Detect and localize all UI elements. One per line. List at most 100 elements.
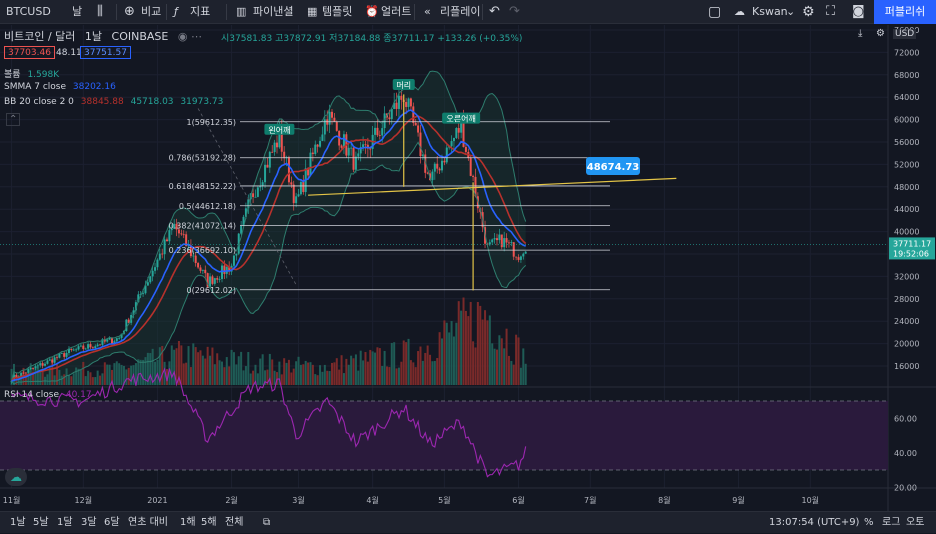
compare-button[interactable]: 비교 bbox=[141, 5, 162, 18]
volume-bar bbox=[39, 371, 42, 385]
volume-bar bbox=[268, 353, 271, 385]
range-all[interactable]: 전체 bbox=[225, 517, 244, 528]
replay-button[interactable]: 리플레이 bbox=[440, 5, 481, 18]
volume-bar bbox=[204, 358, 207, 385]
alert-button[interactable]: 얼러트 bbox=[381, 5, 412, 18]
volume-bar bbox=[419, 346, 422, 385]
volume-bar bbox=[354, 354, 357, 385]
volume-bar bbox=[290, 372, 293, 385]
volume-bar bbox=[319, 365, 322, 385]
volume-bar bbox=[259, 358, 262, 385]
volume-bar bbox=[345, 358, 348, 385]
candle-body bbox=[39, 363, 42, 366]
candle-body bbox=[254, 196, 257, 198]
redo-icon[interactable]: ↷ bbox=[509, 4, 520, 19]
symbol-search[interactable]: BTCUSD bbox=[6, 5, 51, 18]
buy-button[interactable]: 37751.57 bbox=[80, 46, 131, 59]
eye-icon[interactable]: ◉ bbox=[177, 30, 188, 43]
auto-toggle[interactable]: 오토 bbox=[906, 517, 925, 528]
volume-bar bbox=[500, 338, 503, 385]
volume-bar bbox=[496, 349, 498, 385]
sell-button[interactable]: 37703.46 bbox=[4, 46, 55, 59]
candle-body bbox=[223, 265, 226, 274]
bb-legend[interactable]: BB 20 close 2 0 38845.88 45718.03 31973.… bbox=[4, 97, 224, 107]
range-3m[interactable]: 3달 bbox=[81, 517, 97, 528]
range-ytd[interactable]: 연초 대비 bbox=[128, 517, 168, 528]
percent-toggle[interactable]: % bbox=[864, 517, 874, 528]
goto-date-icon[interactable]: ⧉ bbox=[263, 517, 271, 528]
volume-bar bbox=[221, 361, 223, 385]
head-label: 머리 bbox=[396, 81, 411, 90]
range-6m[interactable]: 6달 bbox=[104, 517, 120, 528]
financials-button[interactable]: 파이낸셜 bbox=[253, 5, 294, 18]
chart-title[interactable]: 비트코인 / 달러 1날 COINBASE ◉ ⋯ bbox=[4, 28, 202, 44]
candle-body bbox=[259, 185, 262, 188]
range-1d[interactable]: 1날 bbox=[10, 517, 26, 528]
bollinger-basis-line bbox=[10, 115, 527, 382]
candle-body bbox=[24, 372, 27, 374]
volume-bar bbox=[484, 310, 487, 385]
fullscreen-icon[interactable]: ⛶ bbox=[826, 4, 836, 19]
candle-body bbox=[417, 125, 420, 133]
settings-small-icon[interactable]: ⚙ bbox=[876, 28, 885, 39]
candle-body bbox=[189, 245, 192, 257]
financials-icon: ▥ bbox=[236, 5, 247, 18]
scroll-down-icon[interactable]: ⤓ bbox=[858, 28, 863, 39]
currency-label[interactable]: USD bbox=[893, 29, 917, 39]
interval-button[interactable]: 날 bbox=[72, 5, 83, 18]
range-1m[interactable]: 1달 bbox=[57, 517, 73, 528]
undo-icon[interactable]: ↶ bbox=[489, 4, 500, 19]
gear-icon[interactable]: ⚙ bbox=[802, 4, 815, 20]
candles-icon[interactable]: ⫼ bbox=[97, 4, 103, 19]
candle-body bbox=[452, 137, 455, 142]
volume-bar bbox=[335, 358, 338, 385]
compare-icon: ⊕ bbox=[124, 4, 135, 19]
volume-bar bbox=[402, 340, 405, 385]
range-1y[interactable]: 1해 bbox=[180, 517, 196, 528]
time-axis-label: 12월 bbox=[75, 495, 93, 505]
candle-body bbox=[197, 263, 200, 268]
volume-bar bbox=[503, 348, 506, 385]
volume-bar bbox=[405, 342, 408, 385]
volume-bar bbox=[51, 363, 54, 385]
chevron-down-icon[interactable]: ⌄ bbox=[786, 5, 796, 18]
rsi-legend[interactable]: RSI 14 close 40.17 bbox=[4, 390, 92, 400]
volume-bar bbox=[77, 368, 80, 385]
candle-body bbox=[395, 102, 398, 109]
smma-legend[interactable]: SMMA 7 close 38202.16 bbox=[4, 82, 116, 92]
candle-body bbox=[280, 127, 283, 152]
log-toggle[interactable]: 로그 bbox=[882, 517, 901, 528]
candle-body bbox=[232, 255, 235, 266]
candle-body bbox=[517, 257, 520, 260]
candle-body bbox=[134, 302, 137, 311]
tradingview-logo-icon[interactable]: ☁ bbox=[5, 468, 27, 486]
candle-body bbox=[321, 134, 324, 141]
camera-icon[interactable]: ◙ bbox=[852, 4, 865, 19]
volume-bar bbox=[309, 362, 312, 385]
user-name[interactable]: Kswan bbox=[752, 5, 788, 18]
volume-legend[interactable]: 볼륨 1.598K bbox=[4, 70, 60, 80]
volume-bar bbox=[209, 355, 212, 385]
clock[interactable]: 13:07:54 (UTC+9) bbox=[769, 517, 860, 528]
volume-bar bbox=[359, 350, 362, 385]
candle-body bbox=[84, 348, 87, 350]
time-axis-label: 4월 bbox=[366, 495, 378, 505]
volume-bar bbox=[474, 347, 477, 385]
indicators-button[interactable]: 지표 bbox=[190, 5, 211, 18]
price-tick-label: 44000 bbox=[894, 205, 919, 214]
templates-button[interactable]: 템플릿 bbox=[322, 5, 353, 18]
range-5d[interactable]: 5날 bbox=[33, 517, 49, 528]
candle-body bbox=[204, 269, 207, 274]
more-icon[interactable]: ⋯ bbox=[190, 30, 202, 43]
layout-icon[interactable]: ▢ bbox=[708, 4, 722, 20]
volume-bar bbox=[311, 364, 314, 385]
candle-body bbox=[464, 146, 467, 152]
volume-bar bbox=[266, 369, 269, 385]
volume-bar bbox=[111, 369, 113, 385]
volume-bar bbox=[254, 364, 257, 385]
range-5y[interactable]: 5해 bbox=[201, 517, 217, 528]
candle-body bbox=[247, 199, 250, 209]
collapse-legend-icon[interactable]: ⌃ bbox=[6, 113, 21, 126]
chart-canvas[interactable]: 1(59612.35) 0.786(53192.28) 0.618(48152.22… bbox=[0, 25, 936, 511]
publish-button[interactable]: 퍼블리쉬 bbox=[874, 0, 936, 24]
